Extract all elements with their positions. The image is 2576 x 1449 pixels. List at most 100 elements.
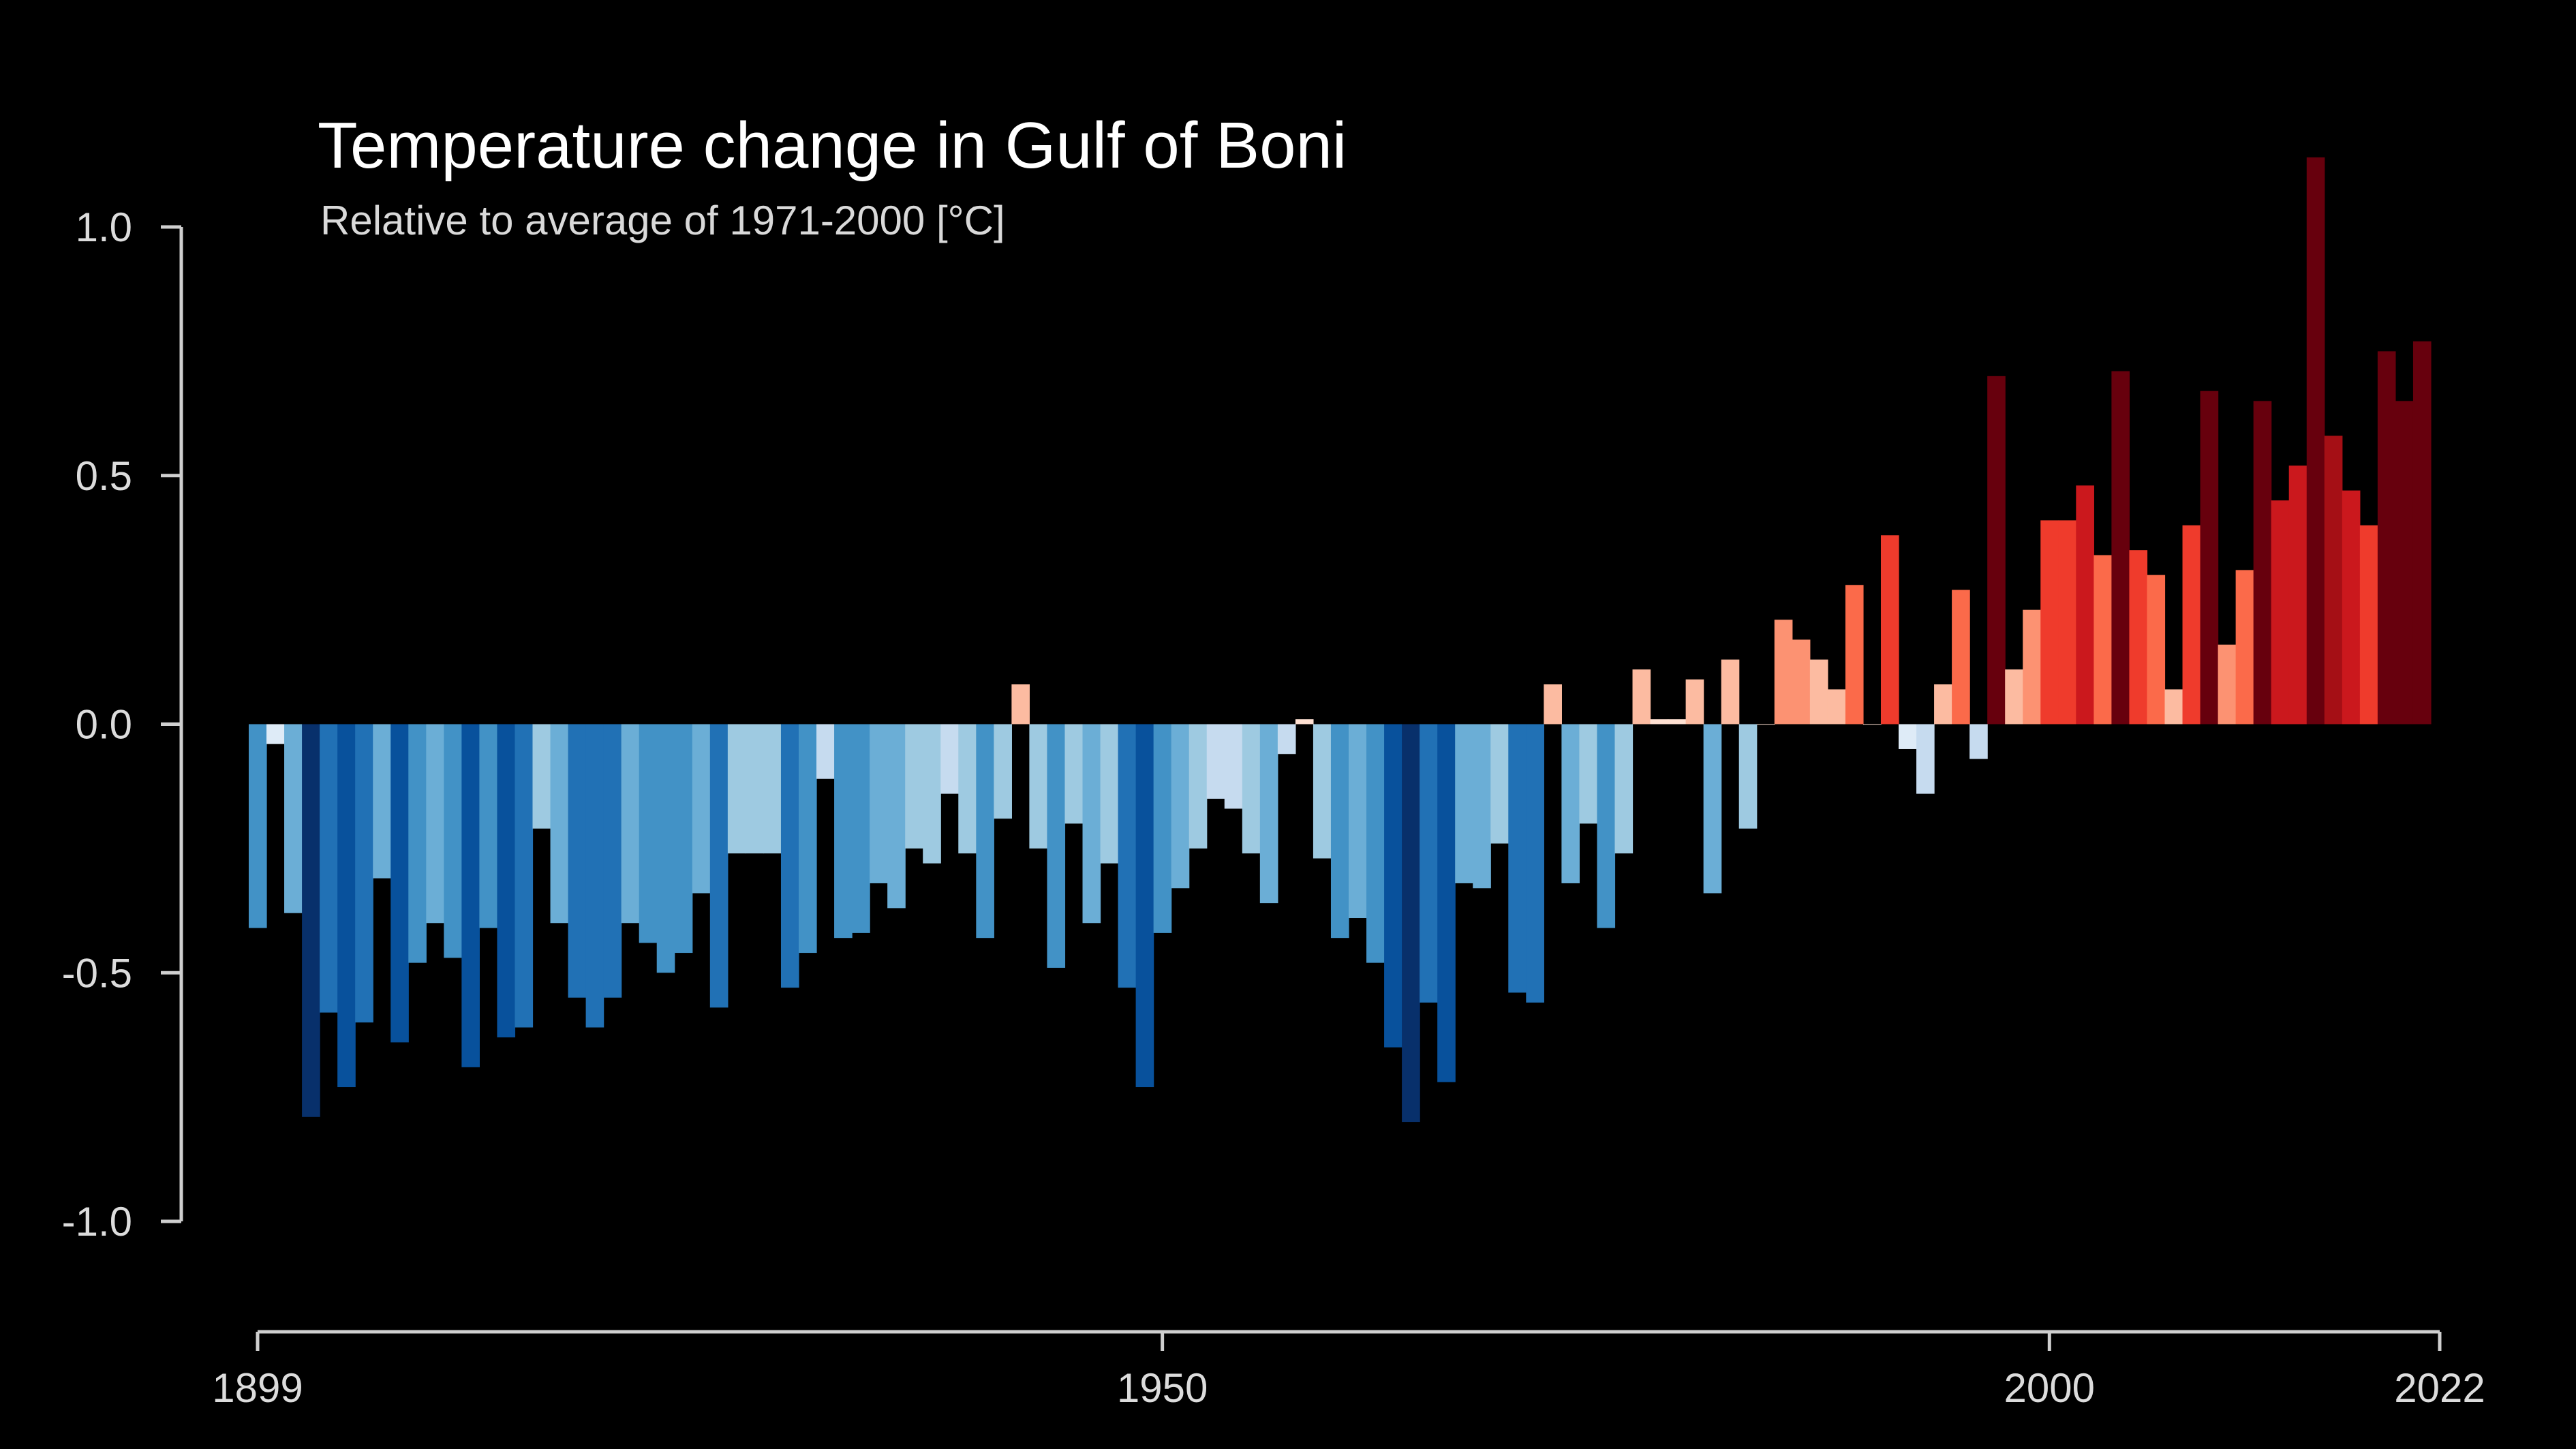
bar-1939 bbox=[958, 724, 977, 854]
bar-1958 bbox=[1295, 719, 1314, 724]
bar-1950 bbox=[1153, 724, 1172, 933]
bar-1990 bbox=[1862, 724, 1882, 725]
bar-1966 bbox=[1437, 724, 1456, 1082]
bar-1965 bbox=[1420, 724, 1438, 1003]
bar-1962 bbox=[1366, 724, 1385, 963]
bar-1989 bbox=[1845, 585, 1864, 724]
bar-1925 bbox=[709, 724, 729, 1008]
bar-1955 bbox=[1242, 724, 1261, 854]
bar-1934 bbox=[870, 724, 888, 883]
bar-2016 bbox=[2324, 436, 2343, 724]
bar-1964 bbox=[1402, 724, 1420, 1123]
y-tick-label: 0.0 bbox=[76, 702, 132, 748]
bar-2006 bbox=[2147, 575, 2166, 724]
bar-1984 bbox=[1756, 724, 1775, 725]
bar-1921 bbox=[639, 724, 658, 943]
bar-1914 bbox=[515, 724, 534, 1028]
bar-1960 bbox=[1330, 724, 1349, 939]
bar-1924 bbox=[692, 724, 711, 894]
bar-2008 bbox=[2182, 525, 2201, 724]
bar-1931 bbox=[816, 724, 835, 779]
bar-2014 bbox=[2288, 466, 2307, 724]
bar-1982 bbox=[1721, 659, 1740, 724]
bar-1985 bbox=[1774, 620, 1793, 724]
bar-2021 bbox=[2412, 341, 2432, 724]
bar-1935 bbox=[887, 724, 906, 909]
bar-2005 bbox=[2129, 550, 2148, 724]
bar-1904 bbox=[337, 724, 356, 1088]
bar-1972 bbox=[1544, 684, 1562, 724]
bar-1959 bbox=[1313, 724, 1332, 859]
bar-1910 bbox=[444, 724, 462, 958]
bar-1970 bbox=[1508, 724, 1527, 993]
bar-1997 bbox=[1987, 376, 2006, 724]
bar-2015 bbox=[2306, 157, 2325, 724]
bar-1949 bbox=[1135, 724, 1154, 1088]
bar-2004 bbox=[2111, 371, 2130, 724]
bar-1979 bbox=[1668, 719, 1687, 724]
bar-1922 bbox=[656, 724, 675, 973]
bar-1947 bbox=[1100, 724, 1119, 864]
bar-1928 bbox=[763, 724, 782, 854]
bar-1999 bbox=[2023, 609, 2041, 724]
bar-1988 bbox=[1827, 689, 1846, 724]
bar-1942 bbox=[1011, 684, 1030, 724]
chart-title: Temperature change in Gulf of Boni bbox=[318, 109, 1347, 182]
bar-1946 bbox=[1082, 724, 1101, 924]
bar-1930 bbox=[798, 724, 817, 954]
bar-1967 bbox=[1455, 724, 1473, 883]
bar-1908 bbox=[408, 724, 427, 963]
bar-1945 bbox=[1064, 724, 1084, 824]
y-tick-label: 0.5 bbox=[76, 453, 132, 499]
bar-1917 bbox=[568, 724, 587, 998]
bar-2003 bbox=[2094, 555, 2112, 724]
bar-1936 bbox=[905, 724, 923, 849]
bar-2007 bbox=[2164, 689, 2183, 724]
y-tick-label: -1.0 bbox=[62, 1199, 132, 1245]
bar-1926 bbox=[727, 724, 746, 854]
x-tick-label: 1899 bbox=[212, 1365, 303, 1411]
bar-1977 bbox=[1632, 669, 1651, 724]
bar-1944 bbox=[1047, 724, 1066, 968]
bar-1927 bbox=[745, 724, 764, 854]
bar-1969 bbox=[1490, 724, 1509, 844]
bar-2011 bbox=[2235, 570, 2254, 724]
bar-1993 bbox=[1916, 724, 1935, 794]
bar-1976 bbox=[1614, 724, 1634, 854]
x-tick-label: 2022 bbox=[2394, 1365, 2485, 1411]
bar-1957 bbox=[1277, 724, 1296, 754]
bar-1940 bbox=[976, 724, 994, 939]
chart-subtitle: Relative to average of 1971-2000 [°C] bbox=[320, 198, 1005, 243]
bar-1938 bbox=[940, 724, 959, 794]
bar-2012 bbox=[2253, 401, 2272, 724]
bar-2009 bbox=[2200, 391, 2219, 724]
bar-1899 bbox=[248, 724, 267, 928]
bar-1978 bbox=[1650, 719, 1669, 724]
bar-1913 bbox=[497, 724, 516, 1038]
bar-1980 bbox=[1685, 679, 1704, 724]
bar-2019 bbox=[2377, 351, 2396, 724]
bar-1906 bbox=[373, 724, 391, 879]
bar-1916 bbox=[550, 724, 569, 924]
bar-1909 bbox=[426, 724, 444, 924]
bar-1912 bbox=[479, 724, 498, 928]
bar-1943 bbox=[1029, 724, 1048, 849]
bar-1907 bbox=[390, 724, 409, 1043]
y-tick-label: -0.5 bbox=[62, 950, 132, 996]
y-tick-label: 1.0 bbox=[76, 204, 132, 250]
bar-1923 bbox=[674, 724, 693, 954]
bar-1992 bbox=[1899, 724, 1917, 749]
bar-1941 bbox=[994, 724, 1012, 819]
bar-1919 bbox=[603, 724, 622, 998]
bar-1995 bbox=[1952, 590, 1970, 724]
x-axis: 1899 1950 2000 2022 bbox=[212, 1330, 2485, 1411]
bar-1911 bbox=[461, 724, 480, 1067]
bar-1953 bbox=[1206, 724, 1225, 799]
bar-1918 bbox=[585, 724, 604, 1028]
bar-1902 bbox=[302, 724, 320, 1117]
x-tick-label: 1950 bbox=[1117, 1365, 1208, 1411]
bar-1900 bbox=[266, 724, 285, 744]
bar-1932 bbox=[834, 724, 853, 939]
bar-1954 bbox=[1224, 724, 1243, 809]
